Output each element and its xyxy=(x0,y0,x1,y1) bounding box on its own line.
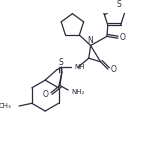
Text: O: O xyxy=(42,90,48,99)
Text: N: N xyxy=(88,36,93,45)
Text: S: S xyxy=(58,58,63,67)
Text: CH₃: CH₃ xyxy=(0,103,12,109)
Text: S: S xyxy=(117,0,122,9)
Text: NH₂: NH₂ xyxy=(72,89,85,95)
Text: O: O xyxy=(120,33,125,42)
Text: O: O xyxy=(111,65,117,74)
Text: NH: NH xyxy=(74,64,85,70)
